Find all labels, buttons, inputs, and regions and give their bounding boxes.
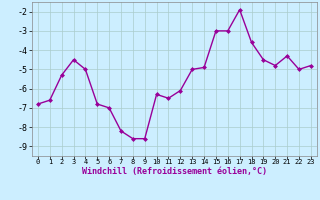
X-axis label: Windchill (Refroidissement éolien,°C): Windchill (Refroidissement éolien,°C) — [82, 167, 267, 176]
